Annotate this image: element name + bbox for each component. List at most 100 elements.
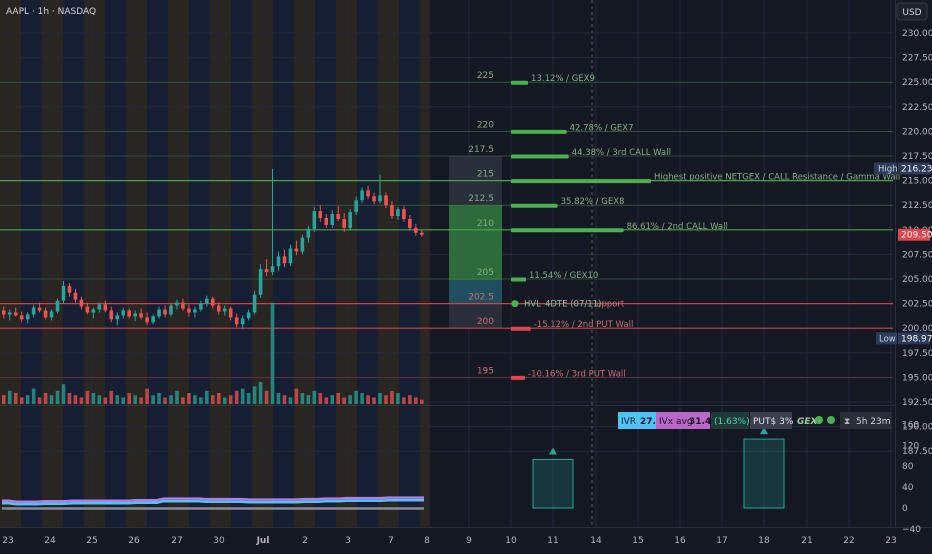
gex-zone-green [449,205,502,280]
gex-label: 86.61% / 2nd CALL Wall [627,222,728,232]
gex-bar [511,228,624,233]
high-value: 216.23 [901,164,932,174]
candle-body [414,227,418,233]
volume-bar [43,393,48,404]
candle-body [246,312,251,319]
volume-bar [222,397,227,404]
candle-body [252,294,257,313]
gex-bar [511,203,558,208]
candle-body [288,248,293,264]
time-tick-label: 18 [758,536,770,546]
gex-zone-teal [449,279,502,304]
ivr-value: 27.6 [640,417,662,427]
level-strike-label: 212.5 [468,194,494,204]
volume-bar [240,388,245,404]
ivr-label: IVR [621,417,636,427]
candle-body [360,190,364,201]
time-tick-label: 2 [302,536,308,546]
candle-body [25,314,30,320]
oscillator-tick-label: 160 [902,420,919,430]
volume-bar [336,393,341,404]
ivx-label: IVx avg [659,417,693,427]
session-stripe [189,0,210,527]
gex-label: -15.12% / 2nd PUT Wall [534,320,634,330]
volume-bar [145,388,149,404]
candle-body [121,310,126,316]
candle-body [264,269,269,273]
candle-body [43,310,48,318]
candle-body [103,304,108,311]
usd-button-bg [896,2,928,21]
volume-bar [19,397,24,404]
time-tick-label: 10 [505,536,517,546]
time-tick-label: 26 [128,536,140,546]
time-tick-label: 23 [2,536,13,546]
volume-bar [354,390,358,404]
hvl-label: HVL [524,300,541,310]
price-tick-label: 202.50 [902,300,932,310]
candle-body [127,310,131,317]
gex-status-dot [827,416,835,424]
volume-bar [378,393,382,404]
countdown-text: 5h 23m [856,417,891,427]
volume-bar [264,390,269,404]
ivr-badge-bg [618,412,656,429]
oscillator-line [2,498,424,506]
volume-bar [121,397,126,404]
volume-bar [163,397,167,404]
volume-bar [234,390,239,404]
volume-bar [318,393,323,404]
candle-body [342,218,346,228]
ivx-badge-bg [656,412,710,429]
price-tick-label: 200.00 [902,324,932,334]
candle-body [216,305,221,312]
puts-label: PUT$ 3% [753,417,794,427]
time-tick-label: 8 [424,536,430,546]
oscillator-bar [532,458,574,509]
last-value: 209.50 [901,231,932,241]
volume-bar [330,395,335,404]
high-badge-bg [874,162,897,175]
volume-bar [288,397,293,404]
candle-body [115,315,120,320]
candle-body [61,285,66,301]
candle-body [163,309,167,315]
candle-body [366,190,370,197]
session-stripe [210,0,231,527]
volume-bar [109,390,114,404]
usd-button[interactable]: USD [902,8,921,18]
volume-bar [396,393,400,404]
gex-bar [511,154,569,159]
volume-bar [37,397,42,404]
volume-bar [360,393,364,404]
candle-body [133,313,137,317]
session-stripe [315,0,336,527]
high-badge-label: High [878,164,898,174]
gex-bar [511,375,525,380]
candle-body [37,307,42,311]
oscillator-tick-label: 120 [902,441,919,451]
volume-bar [199,397,203,404]
volume-bar [2,395,6,404]
session-stripe [420,0,430,527]
candle-body [336,214,341,219]
candle-body [318,211,323,218]
volume-bar [181,397,185,404]
candle-body [79,299,84,307]
volume-bar [49,395,54,404]
volume-bar [408,395,412,404]
candle-body [139,313,143,318]
oscillator-line [2,496,424,503]
candle-body [19,315,24,320]
level-strike-label: 215 [477,170,494,180]
volume-bar [372,397,376,404]
symbol-title: AAPL · 1h · NASDAQ [6,7,96,17]
price-axis-border [895,0,896,528]
gex-bar [511,326,531,331]
oscillator-bar [743,438,785,509]
price-tick-label: 197.50 [902,349,932,359]
time-tick-label: 27 [171,536,182,546]
volume-bar [294,388,299,404]
candle-body [145,317,149,323]
